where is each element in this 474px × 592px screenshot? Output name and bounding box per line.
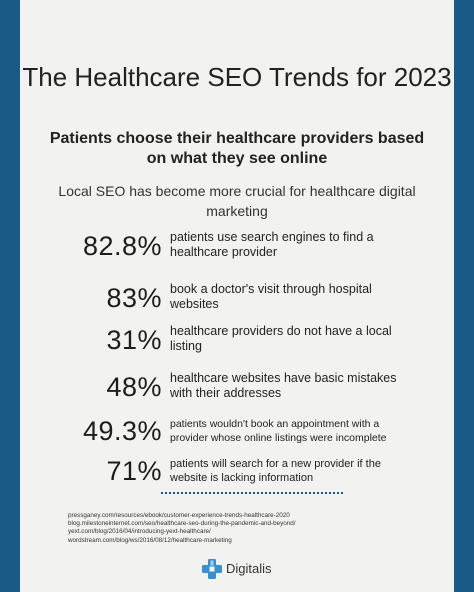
stat-description: healthcare providers do not have a local…	[170, 324, 392, 353]
source-link: pressganey.com/resources/ebook/customer-…	[68, 512, 290, 519]
stat-row: 49.3% patients wouldn't book an appointm…	[20, 414, 454, 452]
stat-value: 49.3%	[82, 416, 162, 446]
stat-value: 83%	[106, 283, 162, 313]
stat-value: 48%	[106, 372, 162, 402]
stat-value: 71%	[106, 456, 162, 486]
stat-value: 31%	[106, 325, 162, 355]
brand-name: Digitalis	[226, 561, 272, 576]
stat-description: patients use search engines to find a he…	[170, 230, 374, 259]
stat-row: 82.8% patients use search engines to fin…	[20, 229, 454, 267]
stat-row: 48% healthcare websites have basic mista…	[20, 370, 454, 408]
subtitle: Patients choose their healthcare provide…	[49, 130, 425, 167]
page-title: The Healthcare SEO Trends for 2023	[22, 62, 452, 92]
stat-description: healthcare websites have basic mistakes …	[170, 371, 397, 400]
stat-description: patients wouldn't book an appointment wi…	[170, 418, 387, 444]
source-link: wordstream.com/blog/ws/2016/08/12/health…	[68, 536, 232, 544]
source-link: yext.com/blog/2016/04/introducing-yext-h…	[68, 528, 211, 536]
stat-value: 82.8%	[82, 231, 162, 261]
stat-description: patients will search for a new provider …	[170, 458, 381, 484]
intro-text: Local SEO has become more crucial for he…	[58, 183, 416, 219]
source-link: blog.milestoneinternet.com/seo/healthcar…	[68, 520, 296, 528]
dotted-divider	[161, 492, 343, 494]
stat-row: 71% patients will search for a new provi…	[20, 454, 454, 492]
stat-row: 83% book a doctor's visit through hospit…	[20, 281, 454, 319]
infographic-card: The Healthcare SEO Trends for 2023 Patie…	[20, 0, 454, 592]
stat-row: 31% healthcare providers do not have a l…	[20, 323, 454, 361]
brand-logo: Digitalis	[201, 558, 291, 580]
medical-cross-icon	[202, 559, 222, 579]
stat-description: book a doctor's visit through hospital w…	[170, 282, 372, 311]
sources-list: pressganey.com/resources/ebook/customer-…	[68, 512, 408, 545]
